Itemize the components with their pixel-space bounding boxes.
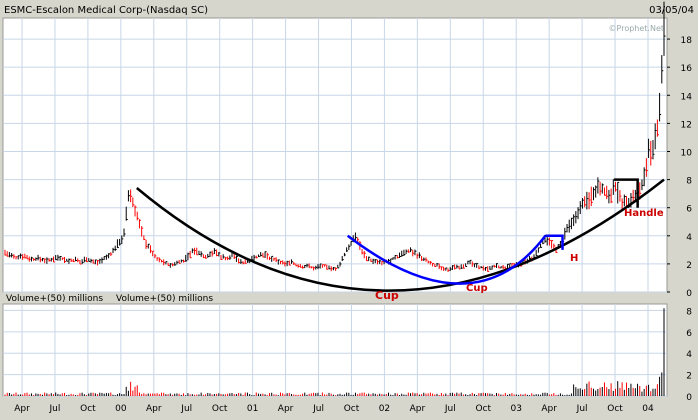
price-tick-label: 2 <box>686 261 692 271</box>
x-tick-label: Jul <box>444 404 456 414</box>
x-tick-label: Apr <box>146 404 162 414</box>
x-tick-label: Apr <box>410 404 426 414</box>
volume-label-2: Volume+(50) millions <box>116 294 213 304</box>
volume-tick-label: 4 <box>686 350 692 360</box>
x-tick-label: 02 <box>379 404 390 414</box>
price-tick-label: 18 <box>681 36 693 46</box>
x-tick-label: Apr <box>278 404 294 414</box>
handle-label: Handle <box>624 208 664 219</box>
x-tick-label: 00 <box>115 404 127 414</box>
x-tick-label: Oct <box>80 404 96 414</box>
x-tick-label: Jul <box>49 404 61 414</box>
x-tick-label: Apr <box>541 404 557 414</box>
x-tick-label: Oct <box>475 404 491 414</box>
volume-tick-label: 6 <box>686 329 692 339</box>
price-tick-label: 0 <box>686 289 692 299</box>
volume-axis: 0 2 4 6 8 <box>686 307 692 403</box>
watermark: ©Prophet.Net <box>609 24 664 33</box>
x-tick-label: 01 <box>247 404 258 414</box>
x-tick-label: Jul <box>180 404 192 414</box>
price-tick-label: 12 <box>681 120 692 130</box>
x-tick-label: Apr <box>14 404 30 414</box>
x-tick-label: Oct <box>607 404 623 414</box>
volume-bars <box>4 308 665 396</box>
price-tick-label: 6 <box>686 205 692 215</box>
volume-tick-label: 0 <box>686 393 692 403</box>
price-tick-label: 4 <box>686 233 692 243</box>
x-tick-label: Oct <box>212 404 228 414</box>
overlay-cup-line <box>135 178 665 292</box>
x-tick-label: 03 <box>510 404 521 414</box>
x-tick-label: 04 <box>642 404 654 414</box>
overlay-h-line <box>545 234 564 250</box>
volume-tick-label: 2 <box>686 372 692 382</box>
price-tick-label: 8 <box>686 177 692 187</box>
price-tick-label: 14 <box>681 92 693 102</box>
x-tick-label: Jul <box>576 404 588 414</box>
x-axis: Apr Jul Oct 00 Apr Jul Oct 01 Apr Jul Oct 02 Apr Jul O… <box>14 404 654 414</box>
price-grid <box>3 18 667 293</box>
volume-panel <box>2 303 668 397</box>
overlay-handle-line <box>613 178 639 208</box>
cup-label-blue: Cup <box>466 283 488 294</box>
x-tick-label: Jul <box>312 404 324 414</box>
cup-label-black: Cup <box>375 289 399 302</box>
x-tick-label: Oct <box>344 404 360 414</box>
overlay-cup-line <box>346 234 547 285</box>
chart-title: ESMC-Escalon Medical Corp-(Nasdaq SC) <box>4 5 208 16</box>
volume-label-1: Volume+(50) millions <box>6 294 103 304</box>
price-tick-label: 10 <box>681 148 693 158</box>
price-panel <box>2 17 668 293</box>
price-tick-label: 16 <box>681 64 693 74</box>
volume-tick-label: 8 <box>686 307 692 317</box>
pattern-overlays <box>135 178 665 292</box>
chart-date: 03/05/04 <box>649 5 694 16</box>
h-label: H <box>570 253 578 264</box>
price-axis: 0 2 4 6 8 10 12 14 16 18 <box>667 36 692 299</box>
